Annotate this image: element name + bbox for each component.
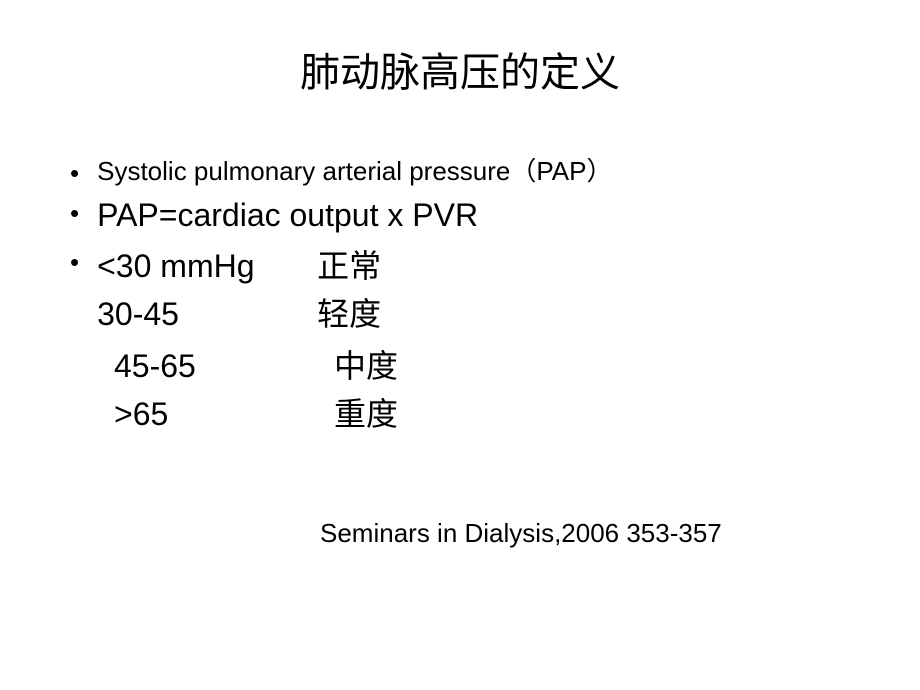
range-label-2: 轻度: [317, 290, 381, 338]
bullet-marker: •: [70, 198, 79, 229]
range-value-2: 30-45: [97, 290, 317, 338]
range-row-3-container: 45-65 中度: [70, 342, 860, 390]
slide-content: • Systolic pulmonary arterial pressure（P…: [60, 153, 860, 549]
range-label-4: 重度: [334, 390, 398, 438]
range-value-4: >65: [114, 390, 334, 438]
citation-text: Seminars in Dialysis,2006 353-357: [70, 518, 860, 549]
range-label-3: 中度: [334, 342, 398, 390]
range-value-1: <30 mmHg: [97, 242, 317, 290]
bullet-marker: •: [70, 247, 79, 278]
range-row-3: 45-65 中度: [114, 342, 860, 390]
bullet-item-1: • Systolic pulmonary arterial pressure（P…: [70, 153, 860, 189]
range-row-1: <30 mmHg 正常: [97, 242, 381, 290]
range-value-3: 45-65: [114, 342, 334, 390]
slide-container: 肺动脉高压的定义 • Systolic pulmonary arterial p…: [0, 0, 920, 690]
bullet-item-3: • <30 mmHg 正常 30-45 轻度: [70, 242, 860, 338]
range-label-1: 正常: [317, 242, 381, 290]
slide-title: 肺动脉高压的定义: [60, 40, 860, 98]
bullet-text-2: PAP=cardiac output x PVR: [97, 193, 478, 238]
range-row-4-container: >65 重度: [70, 390, 860, 438]
range-list: <30 mmHg 正常 30-45 轻度: [97, 242, 381, 338]
bullet-marker: •: [70, 158, 79, 189]
range-row-2: 30-45 轻度: [97, 290, 381, 338]
bullet-text-1: Systolic pulmonary arterial pressure（PAP…: [97, 153, 612, 189]
bullet-item-2: • PAP=cardiac output x PVR: [70, 193, 860, 238]
range-row-4: >65 重度: [114, 390, 860, 438]
